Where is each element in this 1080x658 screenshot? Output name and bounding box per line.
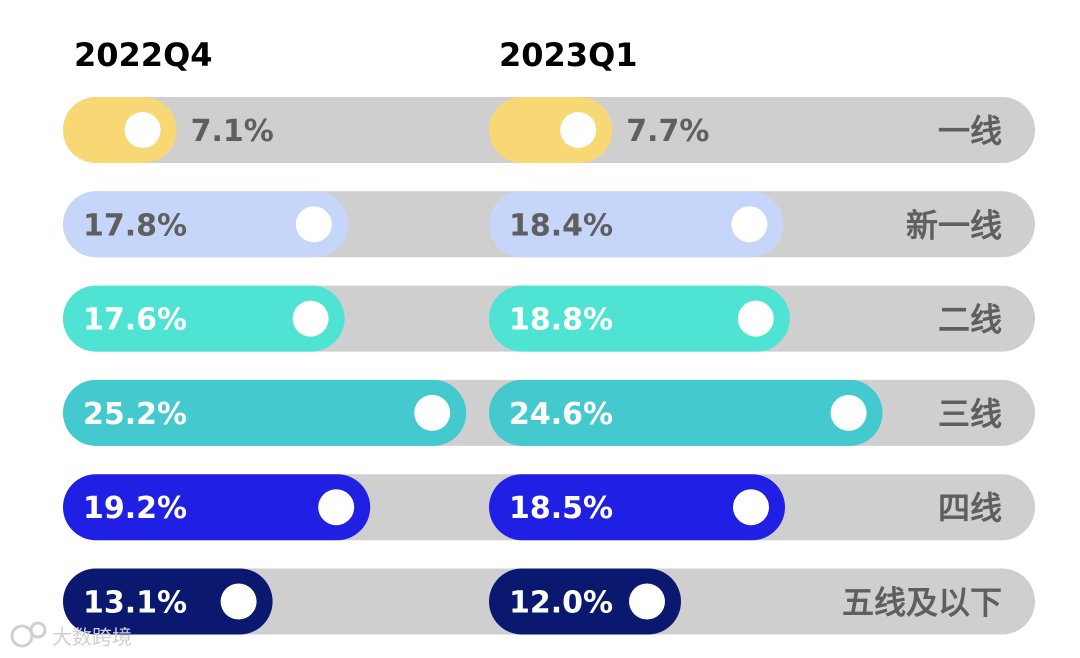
value-label-2023q1-2: 18.4% bbox=[509, 208, 613, 243]
bar-2022q4-3 bbox=[63, 285, 345, 352]
bar-2023q1-2 bbox=[489, 191, 784, 258]
watermark-text: 大数跨境 bbox=[52, 625, 132, 649]
category-label-3: 二线 bbox=[938, 301, 1002, 339]
value-label-2023q1-4: 24.6% bbox=[509, 397, 613, 432]
category-label-2: 新一线 bbox=[906, 206, 1002, 244]
bar-knob-2022q4-6 bbox=[220, 583, 257, 620]
bar-2023q1-4 bbox=[489, 379, 883, 446]
bar-2023q1-5 bbox=[489, 474, 785, 541]
bar-2023q1-3 bbox=[489, 285, 790, 352]
value-label-2023q1-5: 18.5% bbox=[509, 491, 613, 526]
category-label-4: 三线 bbox=[938, 395, 1002, 433]
value-label-2022q4-4: 25.2% bbox=[83, 397, 187, 432]
bar-2023q1-6 bbox=[489, 568, 681, 635]
bar-knob-2023q1-5 bbox=[733, 489, 769, 526]
bar-knob-2023q1-6 bbox=[629, 583, 665, 620]
value-label-2022q4-2: 17.8% bbox=[83, 208, 187, 243]
value-label-2023q1-1: 7.7% bbox=[626, 114, 709, 149]
tracks bbox=[63, 97, 1035, 635]
category-label-6: 五线及以下 bbox=[842, 584, 1002, 622]
bar-knob-2023q1-4 bbox=[830, 394, 867, 431]
bar-knob-2022q4-3 bbox=[292, 300, 329, 337]
bar-2022q4-2 bbox=[63, 191, 348, 258]
bar-2022q4-4 bbox=[63, 379, 467, 446]
value-label-2023q1-3: 18.8% bbox=[509, 303, 613, 338]
watermark: 大数跨境 bbox=[10, 621, 132, 649]
value-label-2022q4-3: 17.6% bbox=[83, 303, 187, 338]
value-label-2022q4-1: 7.1% bbox=[191, 114, 274, 149]
value-label-2022q4-5: 19.2% bbox=[83, 491, 187, 526]
value-label-2022q4-6: 13.1% bbox=[83, 586, 187, 621]
bars bbox=[63, 97, 883, 635]
bar-knob-2022q4-4 bbox=[414, 394, 451, 431]
labels: 7.1% 7.7% 一线 17.8% 18.4% 新一线 17.6% 18.8% 二线 25.2%… bbox=[83, 112, 1002, 622]
bar-knob-2023q1-3 bbox=[737, 300, 774, 337]
bar-knob-2022q4-5 bbox=[318, 489, 355, 526]
category-label-5: 四线 bbox=[938, 489, 1002, 527]
series-title-2022q4: 2022Q4 bbox=[74, 36, 213, 74]
bar-knob-2023q1-1 bbox=[560, 112, 597, 148]
bar-knob-2022q4-1 bbox=[124, 112, 161, 148]
bar-knob-2022q4-2 bbox=[295, 206, 332, 243]
bar-2022q4-6 bbox=[63, 568, 273, 635]
category-label-1: 一线 bbox=[938, 112, 1002, 150]
series-title-2023q1: 2023Q1 bbox=[499, 36, 638, 74]
bar-knob-2023q1-2 bbox=[731, 206, 768, 243]
bar-2022q4-5 bbox=[63, 474, 371, 541]
watermark-logo-icon bbox=[10, 621, 47, 648]
value-label-2023q1-6: 12.0% bbox=[509, 586, 613, 621]
